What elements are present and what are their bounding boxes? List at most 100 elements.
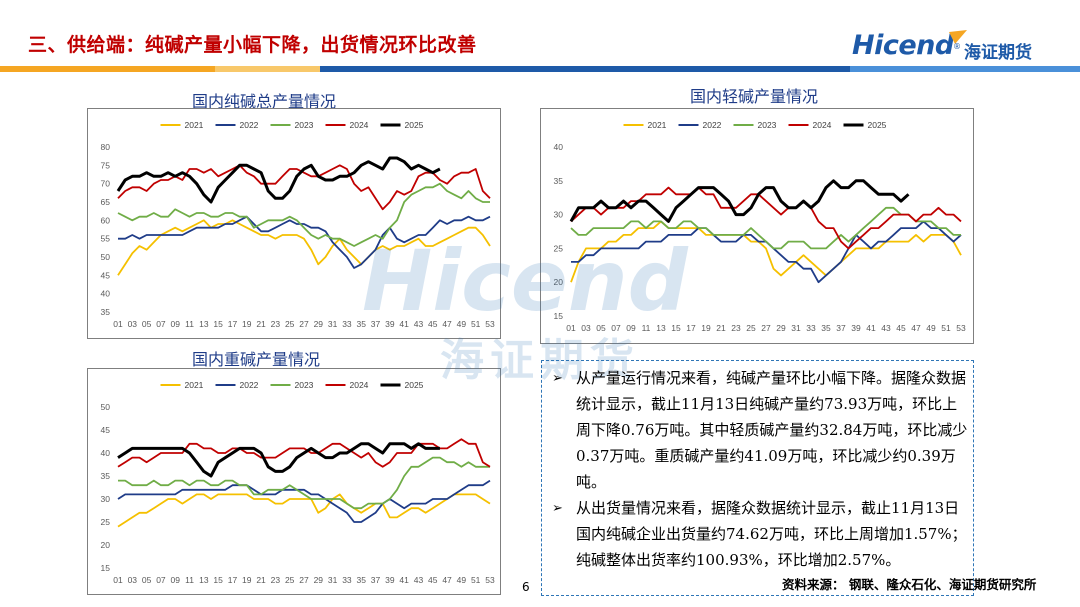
series-line-2022 bbox=[571, 220, 962, 284]
x-tick-label: 09 bbox=[170, 319, 180, 329]
x-tick-label: 27 bbox=[761, 323, 771, 333]
legend-label-2024: 2024 bbox=[350, 120, 369, 130]
legend-label-2025: 2025 bbox=[405, 380, 424, 390]
x-tick-label: 23 bbox=[731, 323, 741, 333]
x-tick-label: 13 bbox=[656, 323, 666, 333]
x-tick-label: 25 bbox=[746, 323, 756, 333]
chart-total-svg: 35 40 45 50 55 60 65 70 75 80 01 03 05 07 09 11 13 15 17 19… bbox=[101, 120, 495, 329]
series-line-2023 bbox=[570, 206, 961, 250]
x-tick-label: 21 bbox=[256, 319, 266, 329]
x-tick-label: 25 bbox=[285, 319, 295, 329]
x-tick-label: 31 bbox=[791, 323, 801, 333]
data-source-note: 资料来源： 钢联、隆众石化、海证期货研究所 bbox=[782, 577, 1037, 592]
logo-check-icon bbox=[949, 30, 967, 44]
x-tick-label: 41 bbox=[866, 323, 876, 333]
x-tick-label: 49 bbox=[457, 319, 467, 329]
x-tick-label: 11 bbox=[185, 319, 194, 329]
chart-title-light: 国内轻碱产量情况 bbox=[690, 87, 819, 106]
y-tick-label: 45 bbox=[101, 425, 111, 435]
y-tick-label: 45 bbox=[101, 270, 111, 280]
logo-wordmark: Hicend bbox=[852, 30, 954, 61]
y-tick-label: 30 bbox=[101, 494, 111, 504]
bar-segment-orange bbox=[0, 66, 215, 72]
legend-label-2021: 2021 bbox=[185, 380, 204, 390]
bar-segment-lightblue bbox=[850, 66, 1080, 72]
logo-registered-mark: ® bbox=[953, 42, 961, 51]
x-tick-label: 09 bbox=[626, 323, 636, 333]
x-tick-label: 31 bbox=[328, 575, 338, 585]
bullet-icon: ➢ bbox=[552, 371, 563, 386]
page-title: 三、供给端：纯碱产量小幅下降，出货情况环比改善 bbox=[28, 34, 477, 56]
x-tick-label: 05 bbox=[142, 319, 152, 329]
x-tick-label: 51 bbox=[471, 319, 481, 329]
x-tick-label: 27 bbox=[299, 319, 309, 329]
x-tick-label: 01 bbox=[113, 319, 123, 329]
chart-heavy-production: 15 20 25 30 35 40 45 50 01 03 05 07 09 11 13 15 17 19 21 23… bbox=[87, 368, 501, 595]
x-tick-label: 31 bbox=[328, 319, 338, 329]
x-tick-label: 53 bbox=[485, 575, 495, 585]
series-line-2022 bbox=[117, 479, 491, 523]
x-tick-label: 39 bbox=[851, 323, 861, 333]
company-logo: Hicend ® 海证期货 bbox=[852, 30, 1062, 66]
series-line-2021 bbox=[570, 220, 962, 283]
x-tick-label: 29 bbox=[314, 575, 324, 585]
y-tick-label: 35 bbox=[554, 176, 564, 186]
y-tick-label: 25 bbox=[101, 517, 111, 527]
x-tick-label: 27 bbox=[299, 575, 309, 585]
legend-label-2022: 2022 bbox=[703, 120, 722, 130]
x-tick-label: 09 bbox=[170, 575, 180, 585]
x-tick-label: 43 bbox=[414, 319, 424, 329]
series-line-2025 bbox=[569, 179, 910, 223]
legend-label-2022: 2022 bbox=[240, 380, 259, 390]
x-tick-label: 37 bbox=[371, 319, 381, 329]
x-tick-label: 15 bbox=[213, 319, 223, 329]
x-tick-label: 03 bbox=[128, 575, 138, 585]
x-tick-label: 03 bbox=[581, 323, 591, 333]
y-tick-label: 40 bbox=[554, 142, 564, 152]
x-tick-label: 47 bbox=[442, 319, 452, 329]
y-tick-label: 20 bbox=[101, 540, 111, 550]
chart-title-heavy: 国内重碱产量情况 bbox=[192, 350, 321, 369]
legend-label-2025: 2025 bbox=[405, 120, 424, 130]
series-line-2022 bbox=[118, 215, 491, 269]
x-tick-label: 19 bbox=[242, 319, 252, 329]
x-tick-label: 07 bbox=[156, 575, 166, 585]
x-tick-label: 49 bbox=[457, 575, 467, 585]
series-line-2024 bbox=[117, 164, 491, 211]
legend-label-2023: 2023 bbox=[758, 120, 777, 130]
x-tick-label: 35 bbox=[356, 319, 366, 329]
x-tick-label: 33 bbox=[342, 319, 352, 329]
x-tick-label: 21 bbox=[256, 575, 266, 585]
legend-label-2024: 2024 bbox=[813, 120, 832, 130]
legend-label-2023: 2023 bbox=[295, 120, 314, 130]
y-tick-label: 50 bbox=[101, 252, 111, 262]
series-line-2024 bbox=[570, 186, 962, 250]
x-tick-label: 29 bbox=[776, 323, 786, 333]
y-tick-label: 30 bbox=[554, 210, 564, 220]
y-tick-label: 40 bbox=[101, 448, 111, 458]
legend-label-2024: 2024 bbox=[350, 380, 369, 390]
x-tick-label: 29 bbox=[314, 319, 324, 329]
x-tick-label: 47 bbox=[911, 323, 921, 333]
series-line-2024 bbox=[117, 438, 491, 468]
x-tick-label: 17 bbox=[228, 575, 238, 585]
analysis-paragraph-production: 从产量运行情况来看，纯碱产量环比小幅下降。据隆众数据统计显示，截止11月13日纯… bbox=[576, 369, 968, 491]
x-tick-label: 33 bbox=[806, 323, 816, 333]
series-line-2023 bbox=[117, 182, 490, 247]
x-tick-label: 25 bbox=[285, 575, 295, 585]
legend-label-2023: 2023 bbox=[295, 380, 314, 390]
chart-light-production: 15 20 25 30 35 40 01 03 05 07 09 11 13 15 17 19 21 23 25 27… bbox=[540, 108, 974, 344]
x-tick-label: 37 bbox=[371, 575, 381, 585]
y-tick-label: 60 bbox=[101, 215, 111, 225]
x-tick-label: 35 bbox=[821, 323, 831, 333]
x-tick-label: 33 bbox=[342, 575, 352, 585]
x-tick-label: 43 bbox=[881, 323, 891, 333]
x-tick-label: 23 bbox=[271, 575, 281, 585]
x-tick-label: 17 bbox=[228, 319, 238, 329]
y-tick-label: 20 bbox=[554, 277, 564, 287]
analysis-textbox: ➢ 从产量运行情况来看，纯碱产量环比小幅下降。据隆众数据统计显示，截止11月13… bbox=[541, 360, 974, 596]
series-line-2021 bbox=[117, 219, 491, 276]
x-tick-label: 39 bbox=[385, 575, 395, 585]
legend-label-2025: 2025 bbox=[868, 120, 887, 130]
